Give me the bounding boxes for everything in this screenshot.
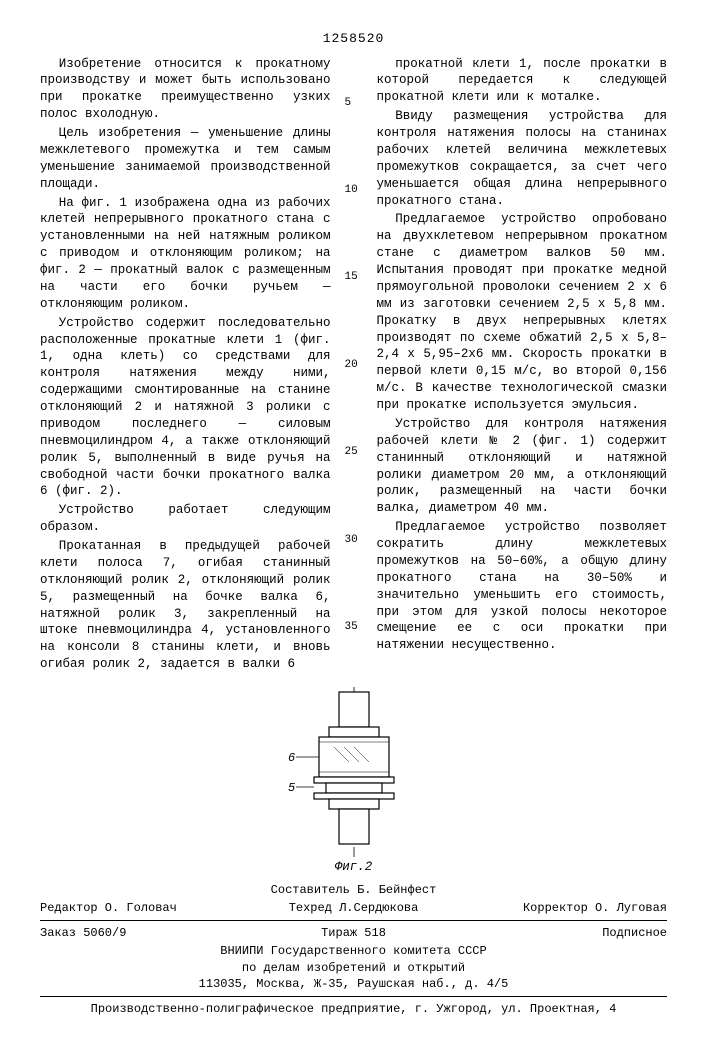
paragraph: Устройство работает следующим образом. (40, 502, 331, 536)
figure-caption: Фиг.2 (40, 859, 667, 876)
paragraph: Ввиду размещения устройства для контроля… (377, 108, 668, 209)
line-marker: 35 (345, 620, 363, 635)
paragraph: На фиг. 1 изображена одна из рабочих кле… (40, 195, 331, 313)
paragraph: Цель изобретения — уменьшение длины межк… (40, 125, 331, 193)
paragraph: Предлагаемое устройство опробовано на дв… (377, 211, 668, 414)
print-house: Производственно-полиграфическое предприя… (40, 1001, 667, 1017)
org-line-2: по делам изобретений и открытий (40, 960, 667, 976)
figure-2: 6 5 Фиг.2 (40, 687, 667, 876)
editor: Редактор О. Головач (40, 900, 249, 916)
composer: Составитель Б. Бейнфест (40, 882, 667, 898)
org-address: 113035, Москва, Ж-35, Раушская наб., д. … (40, 976, 667, 992)
paragraph: Изобретение относится к прокатному произ… (40, 56, 331, 124)
techred: Техред Л.Сердюкова (249, 900, 458, 916)
divider (40, 920, 667, 921)
line-marker: 15 (345, 270, 363, 285)
line-marker: 5 (345, 96, 363, 111)
org-line-1: ВНИИПИ Государственного комитета СССР (40, 943, 667, 959)
line-marker: 30 (345, 533, 363, 548)
line-marker: 10 (345, 183, 363, 198)
line-marker: 25 (345, 445, 363, 460)
footer-block: Составитель Б. Бейнфест Редактор О. Голо… (40, 882, 667, 1017)
order-number: Заказ 5060/9 (40, 925, 249, 941)
line-marker: 20 (345, 358, 363, 373)
paragraph: Прокатанная в предыдущей рабочей клети п… (40, 538, 331, 673)
paragraph: Устройство содержит последовательно расп… (40, 315, 331, 501)
paragraph: прокатной клети 1, после прокатки в кото… (377, 56, 668, 107)
divider (40, 996, 667, 997)
corrector: Корректор О. Луговая (458, 900, 667, 916)
podpisnoe: Подписное (458, 925, 667, 941)
line-number-gutter: 5 10 15 20 25 30 35 (345, 56, 363, 676)
figure-svg: 6 5 (274, 687, 434, 857)
text-columns: Изобретение относится к прокатному произ… (40, 56, 667, 676)
fig-label-6: 6 (288, 751, 295, 765)
right-column: прокатной клети 1, после прокатки в кото… (377, 56, 668, 676)
tirazh: Тираж 518 (249, 925, 458, 941)
paragraph: Устройство для контроля натяжения рабоче… (377, 416, 668, 517)
paragraph: Предлагаемое устройство позволяет сократ… (377, 519, 668, 654)
patent-number: 1258520 (40, 30, 667, 48)
left-column: Изобретение относится к прокатному произ… (40, 56, 331, 676)
fig-label-5: 5 (288, 781, 295, 795)
